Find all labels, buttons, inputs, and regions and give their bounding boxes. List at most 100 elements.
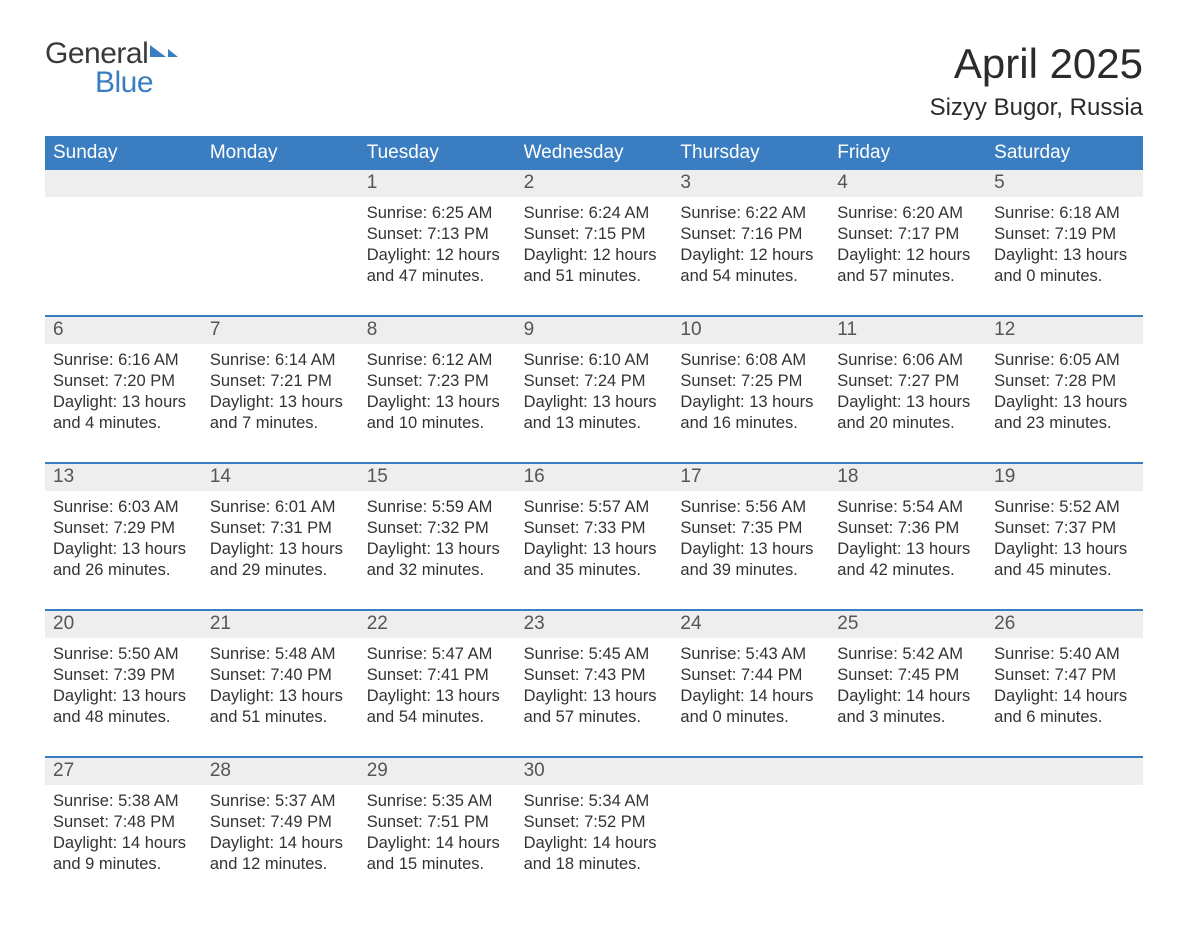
daylight-line2: and 54 minutes. [367, 707, 508, 728]
logo-flag-icon [150, 40, 178, 69]
day-number: 30 [516, 758, 673, 785]
empty-cell [829, 785, 986, 885]
sunrise-line: Sunrise: 6:16 AM [53, 350, 194, 371]
day-number: 22 [359, 611, 516, 638]
daylight-line2: and 42 minutes. [837, 560, 978, 581]
daylight-line1: Daylight: 13 hours [367, 686, 508, 707]
sunset-line: Sunset: 7:15 PM [524, 224, 665, 245]
sunset-line: Sunset: 7:31 PM [210, 518, 351, 539]
sunset-line: Sunset: 7:33 PM [524, 518, 665, 539]
day-number: 15 [359, 464, 516, 491]
sunset-line: Sunset: 7:43 PM [524, 665, 665, 686]
location: Sizyy Bugor, Russia [930, 94, 1143, 122]
sunset-line: Sunset: 7:40 PM [210, 665, 351, 686]
daylight-line1: Daylight: 12 hours [367, 245, 508, 266]
daylight-line1: Daylight: 14 hours [524, 833, 665, 854]
day-cell: Sunrise: 5:42 AMSunset: 7:45 PMDaylight:… [829, 638, 986, 738]
day-number: 26 [986, 611, 1143, 638]
day-number: 11 [829, 317, 986, 344]
day-number [202, 170, 359, 197]
day-cell: Sunrise: 6:01 AMSunset: 7:31 PMDaylight:… [202, 491, 359, 591]
sunset-line: Sunset: 7:39 PM [53, 665, 194, 686]
day-number: 1 [359, 170, 516, 197]
sunrise-line: Sunrise: 5:34 AM [524, 791, 665, 812]
day-number: 12 [986, 317, 1143, 344]
sunset-line: Sunset: 7:24 PM [524, 371, 665, 392]
daylight-line1: Daylight: 13 hours [367, 392, 508, 413]
day-number: 2 [516, 170, 673, 197]
daylight-line1: Daylight: 13 hours [994, 245, 1135, 266]
day-number: 7 [202, 317, 359, 344]
daylight-line1: Daylight: 14 hours [210, 833, 351, 854]
day-cell: Sunrise: 5:50 AMSunset: 7:39 PMDaylight:… [45, 638, 202, 738]
daylight-line2: and 35 minutes. [524, 560, 665, 581]
sunrise-line: Sunrise: 6:05 AM [994, 350, 1135, 371]
day-number: 21 [202, 611, 359, 638]
day-number: 19 [986, 464, 1143, 491]
sunset-line: Sunset: 7:13 PM [367, 224, 508, 245]
day-cell: Sunrise: 5:48 AMSunset: 7:40 PMDaylight:… [202, 638, 359, 738]
day-cell: Sunrise: 5:43 AMSunset: 7:44 PMDaylight:… [672, 638, 829, 738]
sunrise-line: Sunrise: 6:08 AM [680, 350, 821, 371]
day-number: 14 [202, 464, 359, 491]
day-number-row: 20212223242526 [45, 611, 1143, 638]
daylight-line1: Daylight: 12 hours [524, 245, 665, 266]
day-cell: Sunrise: 6:16 AMSunset: 7:20 PMDaylight:… [45, 344, 202, 444]
sunset-line: Sunset: 7:45 PM [837, 665, 978, 686]
sunrise-line: Sunrise: 6:01 AM [210, 497, 351, 518]
daylight-line1: Daylight: 13 hours [53, 392, 194, 413]
day-cell: Sunrise: 6:18 AMSunset: 7:19 PMDaylight:… [986, 197, 1143, 297]
day-cell: Sunrise: 5:38 AMSunset: 7:48 PMDaylight:… [45, 785, 202, 885]
day-cell: Sunrise: 5:37 AMSunset: 7:49 PMDaylight:… [202, 785, 359, 885]
daylight-line1: Daylight: 13 hours [837, 392, 978, 413]
dow-saturday: Saturday [986, 136, 1143, 170]
day-number: 5 [986, 170, 1143, 197]
daylight-line2: and 39 minutes. [680, 560, 821, 581]
sunrise-line: Sunrise: 6:06 AM [837, 350, 978, 371]
daylight-line2: and 0 minutes. [680, 707, 821, 728]
dow-wednesday: Wednesday [516, 136, 673, 170]
day-number: 9 [516, 317, 673, 344]
daylight-line1: Daylight: 14 hours [53, 833, 194, 854]
sunset-line: Sunset: 7:37 PM [994, 518, 1135, 539]
day-number: 6 [45, 317, 202, 344]
day-number: 25 [829, 611, 986, 638]
daylight-line1: Daylight: 13 hours [210, 686, 351, 707]
daylight-line2: and 51 minutes. [524, 266, 665, 287]
daylight-line1: Daylight: 12 hours [837, 245, 978, 266]
empty-cell [672, 785, 829, 885]
day-cell: Sunrise: 5:52 AMSunset: 7:37 PMDaylight:… [986, 491, 1143, 591]
sunset-line: Sunset: 7:19 PM [994, 224, 1135, 245]
day-cell: Sunrise: 6:03 AMSunset: 7:29 PMDaylight:… [45, 491, 202, 591]
daylight-line1: Daylight: 13 hours [210, 539, 351, 560]
daylight-line2: and 26 minutes. [53, 560, 194, 581]
day-cell: Sunrise: 5:40 AMSunset: 7:47 PMDaylight:… [986, 638, 1143, 738]
sunset-line: Sunset: 7:28 PM [994, 371, 1135, 392]
sunrise-line: Sunrise: 5:54 AM [837, 497, 978, 518]
day-number: 27 [45, 758, 202, 785]
sunrise-line: Sunrise: 5:47 AM [367, 644, 508, 665]
day-cell: Sunrise: 6:20 AMSunset: 7:17 PMDaylight:… [829, 197, 986, 297]
daylight-line2: and 20 minutes. [837, 413, 978, 434]
sunset-line: Sunset: 7:47 PM [994, 665, 1135, 686]
sunset-line: Sunset: 7:21 PM [210, 371, 351, 392]
week-row: 13141516171819Sunrise: 6:03 AMSunset: 7:… [45, 462, 1143, 591]
daylight-line2: and 57 minutes. [837, 266, 978, 287]
empty-cell [202, 197, 359, 297]
sunrise-line: Sunrise: 5:57 AM [524, 497, 665, 518]
day-number: 23 [516, 611, 673, 638]
daylight-line2: and 7 minutes. [210, 413, 351, 434]
daylight-line2: and 18 minutes. [524, 854, 665, 875]
day-number: 3 [672, 170, 829, 197]
sunrise-line: Sunrise: 6:22 AM [680, 203, 821, 224]
daylight-line1: Daylight: 13 hours [367, 539, 508, 560]
day-cell: Sunrise: 6:12 AMSunset: 7:23 PMDaylight:… [359, 344, 516, 444]
daylight-line1: Daylight: 12 hours [680, 245, 821, 266]
daylight-line2: and 32 minutes. [367, 560, 508, 581]
day-number-row: 27282930 [45, 758, 1143, 785]
day-cell: Sunrise: 5:57 AMSunset: 7:33 PMDaylight:… [516, 491, 673, 591]
sunset-line: Sunset: 7:44 PM [680, 665, 821, 686]
sunset-line: Sunset: 7:48 PM [53, 812, 194, 833]
daylight-line2: and 47 minutes. [367, 266, 508, 287]
day-cell: Sunrise: 6:08 AMSunset: 7:25 PMDaylight:… [672, 344, 829, 444]
